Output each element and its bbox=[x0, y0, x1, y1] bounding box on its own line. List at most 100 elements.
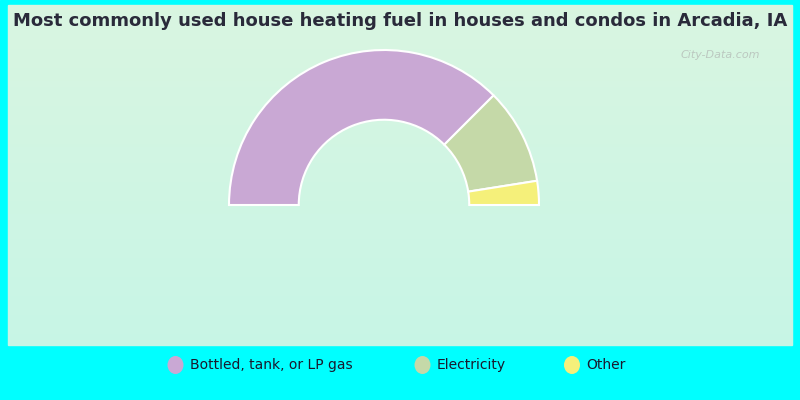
Bar bbox=[8, 137, 792, 138]
Bar bbox=[8, 205, 792, 206]
Bar bbox=[8, 24, 792, 25]
Bar bbox=[8, 169, 792, 170]
Bar bbox=[8, 44, 792, 45]
Bar bbox=[8, 338, 792, 339]
Bar bbox=[8, 309, 792, 310]
Bar bbox=[8, 177, 792, 178]
Text: Most commonly used house heating fuel in houses and condos in Arcadia, IA: Most commonly used house heating fuel in… bbox=[13, 12, 787, 30]
Bar bbox=[8, 6, 792, 7]
Bar bbox=[8, 310, 792, 311]
Bar bbox=[8, 294, 792, 295]
Bar bbox=[8, 162, 792, 163]
Bar bbox=[8, 320, 792, 321]
Bar bbox=[8, 322, 792, 323]
Bar bbox=[8, 92, 792, 93]
Bar bbox=[8, 144, 792, 145]
Bar bbox=[8, 293, 792, 294]
Bar bbox=[8, 168, 792, 169]
Bar bbox=[8, 26, 792, 27]
Bar bbox=[8, 260, 792, 261]
Bar bbox=[8, 78, 792, 79]
Bar bbox=[8, 172, 792, 173]
Bar bbox=[8, 28, 792, 29]
Bar bbox=[8, 199, 792, 200]
Bar bbox=[8, 40, 792, 41]
Bar bbox=[8, 73, 792, 74]
Bar bbox=[8, 339, 792, 340]
Bar bbox=[8, 120, 792, 121]
Bar bbox=[8, 98, 792, 99]
Bar bbox=[8, 25, 792, 26]
Bar bbox=[8, 244, 792, 245]
Bar bbox=[8, 301, 792, 302]
Bar bbox=[8, 203, 792, 204]
Text: Other: Other bbox=[586, 358, 626, 372]
Bar bbox=[8, 268, 792, 269]
Bar bbox=[8, 143, 792, 144]
Bar bbox=[8, 122, 792, 123]
Bar bbox=[8, 126, 792, 127]
Bar bbox=[8, 289, 792, 290]
Bar bbox=[8, 163, 792, 164]
Bar bbox=[8, 202, 792, 203]
Bar bbox=[8, 314, 792, 315]
Bar bbox=[8, 19, 792, 20]
Bar bbox=[8, 9, 792, 10]
Wedge shape bbox=[229, 50, 494, 205]
Bar bbox=[8, 100, 792, 101]
Bar bbox=[8, 184, 792, 185]
Bar bbox=[8, 341, 792, 342]
Bar bbox=[8, 178, 792, 179]
Bar bbox=[8, 269, 792, 270]
Bar bbox=[8, 215, 792, 216]
Bar bbox=[8, 307, 792, 308]
Bar bbox=[8, 103, 792, 104]
Bar bbox=[8, 303, 792, 304]
Bar bbox=[8, 288, 792, 289]
Bar bbox=[8, 210, 792, 211]
Bar bbox=[8, 324, 792, 325]
Bar bbox=[8, 106, 792, 107]
Bar bbox=[8, 201, 792, 202]
Bar bbox=[8, 343, 792, 344]
Bar bbox=[8, 220, 792, 221]
Bar bbox=[8, 36, 792, 37]
Bar bbox=[8, 273, 792, 274]
Bar bbox=[8, 62, 792, 63]
Bar bbox=[8, 326, 792, 327]
Bar bbox=[8, 115, 792, 116]
Bar bbox=[8, 291, 792, 292]
Bar bbox=[8, 237, 792, 238]
Bar bbox=[8, 334, 792, 335]
Bar bbox=[8, 207, 792, 208]
Bar bbox=[8, 213, 792, 214]
Bar bbox=[8, 95, 792, 96]
Bar bbox=[8, 41, 792, 42]
Bar bbox=[8, 187, 792, 188]
Bar bbox=[8, 46, 792, 47]
Bar bbox=[8, 287, 792, 288]
Bar bbox=[8, 190, 792, 191]
Bar bbox=[8, 340, 792, 341]
Bar bbox=[8, 114, 792, 115]
Bar bbox=[8, 257, 792, 258]
Bar bbox=[8, 16, 792, 17]
Bar bbox=[8, 299, 792, 300]
Bar bbox=[8, 208, 792, 209]
Bar bbox=[8, 8, 792, 9]
Bar bbox=[8, 124, 792, 125]
Bar bbox=[8, 280, 792, 281]
Bar bbox=[8, 255, 792, 256]
Bar bbox=[8, 53, 792, 54]
Bar bbox=[8, 267, 792, 268]
Bar bbox=[8, 198, 792, 199]
Bar bbox=[8, 150, 792, 151]
Bar bbox=[8, 306, 792, 307]
Wedge shape bbox=[468, 181, 539, 205]
Bar bbox=[8, 43, 792, 44]
Bar bbox=[8, 153, 792, 154]
Bar bbox=[8, 127, 792, 128]
Bar bbox=[8, 90, 792, 91]
Bar bbox=[8, 88, 792, 89]
Bar bbox=[8, 140, 792, 141]
